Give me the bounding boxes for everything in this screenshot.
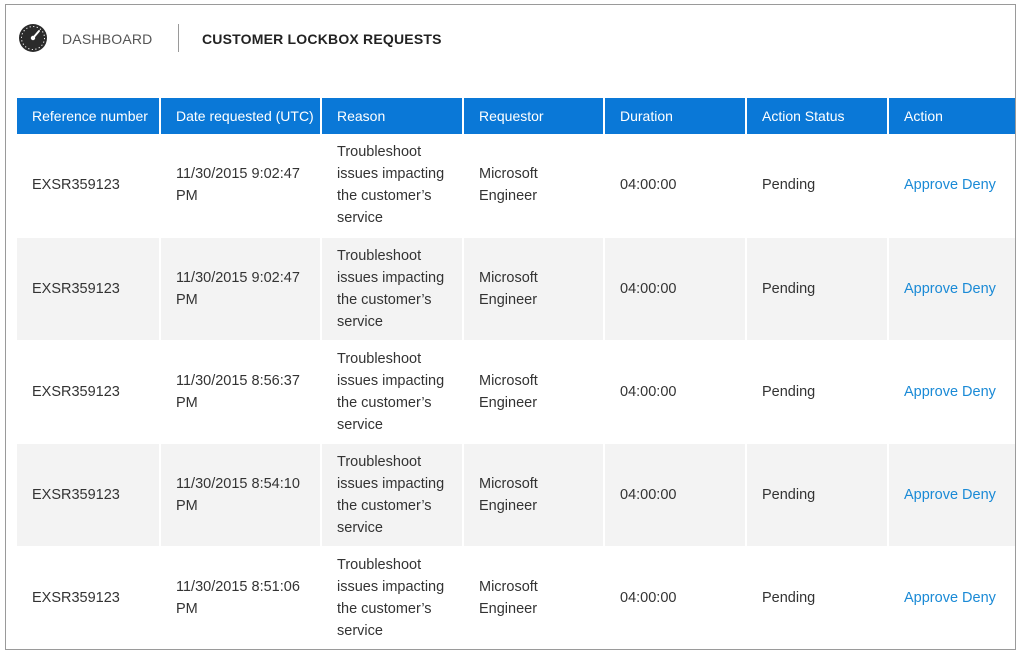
- reason-cell: Troubleshoot issues impacting the custom…: [321, 134, 464, 238]
- deny-link[interactable]: Deny: [962, 177, 996, 194]
- column-header-duration[interactable]: Duration: [604, 98, 747, 134]
- deny-link[interactable]: Deny: [962, 486, 996, 503]
- lockbox-panel: DASHBOARD CUSTOMER LOCKBOX REQUESTS Refe…: [5, 4, 1016, 650]
- reason-cell: Troubleshoot issues impacting the custom…: [321, 443, 464, 547]
- approve-link[interactable]: Approve: [904, 177, 959, 194]
- reason-cell: Troubleshoot issues impacting the custom…: [321, 237, 464, 341]
- table-header-row: Reference number Date requested (UTC) Re…: [17, 98, 1015, 134]
- reference-cell: EXSR359123: [17, 237, 161, 341]
- reference-cell: EXSR359123: [17, 134, 161, 238]
- column-header-reference[interactable]: Reference number: [17, 98, 161, 134]
- column-header-date[interactable]: Date requested (UTC): [160, 98, 322, 134]
- header-divider: [178, 24, 179, 52]
- action-cell: Approve Deny: [888, 546, 1015, 649]
- date-cell: 11/30/2015 8:56:37 PM: [160, 340, 322, 444]
- date-text: 11/30/2015 9:02:47: [176, 269, 300, 286]
- status-cell: Pending: [746, 237, 889, 341]
- column-header-reason[interactable]: Reason: [321, 98, 464, 134]
- date-ampm: PM: [176, 600, 198, 617]
- date-cell: 11/30/2015 9:02:47 PM: [160, 134, 322, 238]
- status-cell: Pending: [746, 546, 889, 649]
- deny-link[interactable]: Deny: [962, 383, 996, 400]
- duration-cell: 04:00:00: [604, 237, 747, 341]
- date-cell: 11/30/2015 8:51:06 PM: [160, 546, 322, 649]
- deny-link[interactable]: Deny: [962, 589, 996, 606]
- status-cell: Pending: [746, 443, 889, 547]
- action-cell: Approve Deny: [888, 134, 1015, 238]
- table-row: EXSR359123 11/30/2015 9:02:47 PM Troubles…: [17, 237, 1015, 341]
- duration-cell: 04:00:00: [604, 443, 747, 547]
- deny-link[interactable]: Deny: [962, 280, 996, 297]
- approve-link[interactable]: Approve: [904, 486, 959, 503]
- reference-cell: EXSR359123: [17, 546, 161, 649]
- duration-cell: 04:00:00: [604, 546, 747, 649]
- column-header-requestor[interactable]: Requestor: [463, 98, 605, 134]
- status-cell: Pending: [746, 340, 889, 444]
- duration-cell: 04:00:00: [604, 134, 747, 238]
- requests-table: Reference number Date requested (UTC) Re…: [17, 98, 1015, 649]
- date-ampm: PM: [176, 394, 198, 411]
- page-header: DASHBOARD CUSTOMER LOCKBOX REQUESTS: [6, 5, 1015, 73]
- duration-cell: 04:00:00: [604, 340, 747, 444]
- reference-cell: EXSR359123: [17, 443, 161, 547]
- date-text: 11/30/2015 8:54:10: [176, 475, 300, 492]
- approve-link[interactable]: Approve: [904, 383, 959, 400]
- requestor-cell: Microsoft Engineer: [463, 546, 605, 649]
- reason-cell: Troubleshoot issues impacting the custom…: [321, 546, 464, 649]
- requestor-cell: Microsoft Engineer: [463, 237, 605, 341]
- action-cell: Approve Deny: [888, 340, 1015, 444]
- requestor-cell: Microsoft Engineer: [463, 134, 605, 238]
- date-ampm: PM: [176, 497, 198, 514]
- action-cell: Approve Deny: [888, 237, 1015, 341]
- dashboard-link[interactable]: DASHBOARD: [62, 31, 153, 47]
- approve-link[interactable]: Approve: [904, 589, 959, 606]
- date-ampm: PM: [176, 291, 198, 308]
- reference-cell: EXSR359123: [17, 340, 161, 444]
- date-cell: 11/30/2015 9:02:47 PM: [160, 237, 322, 341]
- date-text: 11/30/2015 8:51:06: [176, 578, 300, 595]
- reason-cell: Troubleshoot issues impacting the custom…: [321, 340, 464, 444]
- requestor-cell: Microsoft Engineer: [463, 340, 605, 444]
- table-row: EXSR359123 11/30/2015 8:56:37 PM Troubles…: [17, 340, 1015, 444]
- date-text: 11/30/2015 8:56:37: [176, 372, 300, 389]
- gauge-icon[interactable]: [18, 23, 48, 53]
- table-row: EXSR359123 11/30/2015 9:02:47 PM Troubles…: [17, 134, 1015, 238]
- date-cell: 11/30/2015 8:54:10 PM: [160, 443, 322, 547]
- date-text: 11/30/2015 9:02:47: [176, 166, 300, 183]
- page-title: CUSTOMER LOCKBOX REQUESTS: [202, 31, 442, 47]
- table-row: EXSR359123 11/30/2015 8:54:10 PM Troubles…: [17, 443, 1015, 547]
- status-cell: Pending: [746, 134, 889, 238]
- table-row: EXSR359123 11/30/2015 8:51:06 PM Troubles…: [17, 546, 1015, 649]
- action-cell: Approve Deny: [888, 443, 1015, 547]
- column-header-action-status[interactable]: Action Status: [746, 98, 889, 134]
- requestor-cell: Microsoft Engineer: [463, 443, 605, 547]
- column-header-action[interactable]: Action: [888, 98, 1015, 134]
- date-ampm: PM: [176, 188, 198, 205]
- approve-link[interactable]: Approve: [904, 280, 959, 297]
